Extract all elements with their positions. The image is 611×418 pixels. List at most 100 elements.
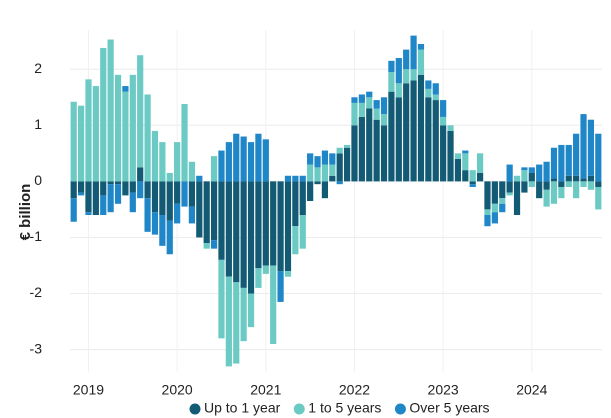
bar-segment [558,186,565,199]
bar-segment [499,198,506,204]
x-tick-label: 2023 [428,382,459,398]
bar-segment [114,181,122,185]
bar-segment [166,172,173,182]
bar-segment [314,156,321,168]
bar-segment [329,153,336,165]
bar-segment [218,259,225,339]
bar-segment [388,60,395,73]
bar-segment [233,181,240,283]
bar-segment [255,268,262,288]
bar-segment [247,293,255,328]
bar-segment [218,181,225,260]
bar-segment [270,265,277,344]
bar-segment [565,181,572,187]
bar-segment [476,172,484,182]
bar-segment [240,287,247,342]
bar-segment [380,125,388,182]
bar-segment [77,105,85,182]
bar-segment [528,167,535,173]
bar-segment [144,181,151,199]
bar-segment [307,181,314,201]
bar-segment [188,206,196,224]
bar-segment [100,195,107,216]
bar-segment [314,167,321,182]
bar-segment [137,55,144,168]
bar-segment [395,97,402,182]
bar-segment [284,271,292,277]
bar-segment [499,203,506,213]
bar-segment [122,181,129,196]
bar-segment [174,203,181,224]
bar-segment [336,153,343,182]
bar-segment [550,181,558,204]
bar-segment [469,181,476,185]
bar-segment [373,108,380,120]
bar-segment [336,147,343,154]
bar-segment [462,170,469,182]
bar-segment [343,144,351,148]
bar-segment [358,102,365,117]
bar-segment [70,101,77,182]
bar-segment [432,94,439,101]
bar-segment [366,97,373,109]
bar-segment [292,175,299,182]
bar-segment [543,181,550,190]
x-tick-label: 2021 [250,382,281,398]
bar-segment [366,91,373,98]
bar-segment [580,114,587,179]
bar-segment [151,181,159,213]
bar-segment [513,175,521,182]
bar-segment [432,100,439,182]
bar-segment [573,181,580,199]
bar-segment [144,198,151,232]
bar-segment [447,130,454,182]
bar-segment [580,178,587,182]
bar-segment [277,271,284,302]
bar-segment [513,181,521,216]
bar-segment [373,119,380,182]
x-tick-label: 2024 [516,382,547,398]
bar-segment [587,119,595,176]
bar-segment [277,181,284,272]
bar-segment [410,35,417,70]
bar-segment [307,164,314,182]
bar-segment [233,282,240,364]
bar-segment [233,133,240,182]
bar-segment [358,116,365,182]
x-tick-label: 2022 [339,382,370,398]
bar-segment [573,133,580,176]
bar-segment [395,58,402,84]
bar-segment [587,181,595,190]
bar-segment [151,212,159,235]
bar-segment [329,164,336,176]
bar-segment [454,153,462,159]
bar-segment [210,156,218,182]
y-tick-label: -3 [30,340,43,356]
y-tick-label: -1 [30,228,43,244]
bar-segment [129,74,136,182]
bar-segment [528,181,535,187]
bar-segment [262,181,269,266]
bar-segment [151,130,159,182]
bar-segment [144,94,151,182]
bar-segment [247,142,255,182]
legend-label: Over 5 years [409,400,489,416]
bar-segment [543,161,550,182]
bar-segment [506,181,513,193]
bar-segment [137,181,144,199]
bar-segment [270,181,277,266]
bar-segment [137,167,144,182]
bar-segment [314,181,321,185]
bar-segment [403,49,410,70]
bar-segment [521,170,528,182]
bar-segment [550,147,558,179]
bar-segment [403,69,410,84]
bar-segment [565,175,572,182]
bar-segment [107,39,114,182]
bar-segment [181,104,188,182]
bar-segment [92,86,99,182]
bar-segment [159,215,166,246]
bar-segment [491,212,498,224]
bar-segment [403,83,410,182]
